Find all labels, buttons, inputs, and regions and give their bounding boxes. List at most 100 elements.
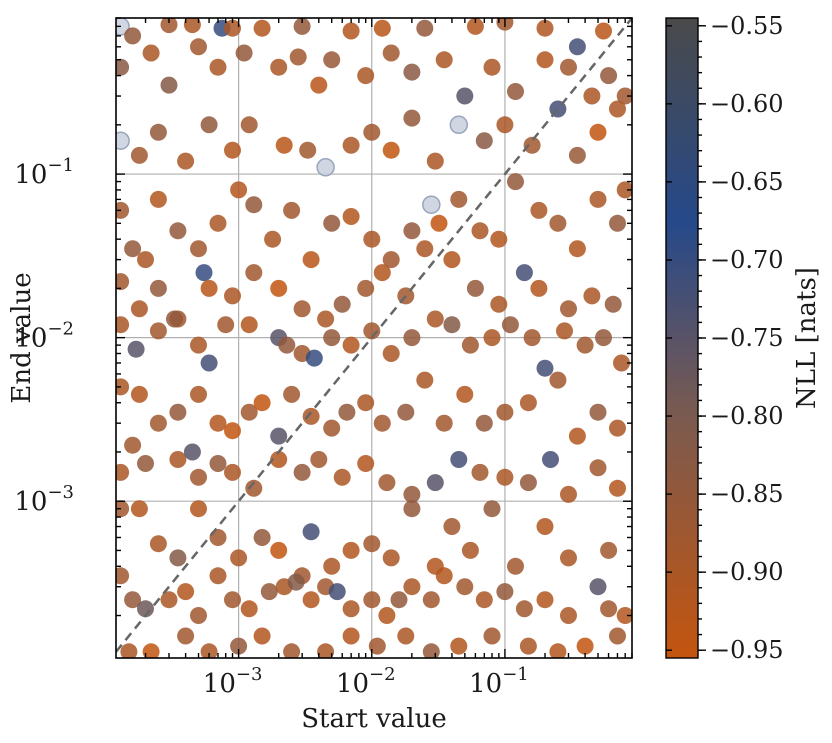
- scatter-point-43: [224, 141, 241, 159]
- scatter-point-127: [342, 336, 360, 354]
- scatter-point-48: [342, 136, 360, 154]
- scatter-point-27: [382, 44, 400, 62]
- scatter-point-244: [536, 591, 554, 609]
- scatter-point-248: [616, 607, 632, 624]
- scatter-point-176: [224, 463, 241, 481]
- colorbar-tick-label-6: −0.85: [710, 480, 784, 508]
- scatter-point-9: [373, 19, 391, 37]
- scatter-point-114: [116, 316, 130, 334]
- x-tick-label-2: 10−1: [469, 664, 529, 699]
- colorbar-ticks: −0.55 −0.60 −0.65 −0.70 −0.75 −0.80 −0.85 −0.90…: [666, 12, 784, 664]
- scatter-point-221: [160, 591, 178, 609]
- scatter-point-183: [378, 474, 396, 492]
- axis-ticks: [116, 17, 633, 658]
- scatter-point-145: [169, 403, 187, 421]
- scatter-point-11: [466, 18, 484, 35]
- scatter-point-265: [576, 637, 594, 655]
- scatter-point-98: [270, 279, 288, 297]
- scatter-point-83: [507, 173, 524, 191]
- scatter-point-225: [224, 591, 241, 609]
- scatter-point-52: [426, 152, 444, 170]
- scatter-point-82: [490, 230, 508, 248]
- scatter-point-75: [363, 230, 381, 248]
- scatter-point-119: [200, 354, 218, 372]
- scatter-point-34: [560, 58, 577, 76]
- scatter-point-256: [317, 643, 335, 658]
- y-tick-label-0: 10−3: [14, 482, 74, 517]
- scatter-point-115: [127, 340, 145, 358]
- scatter-point-190: [542, 451, 559, 468]
- scatter-point-247: [600, 600, 618, 618]
- scatter-point-88: [609, 214, 626, 232]
- scatter-point-236: [390, 591, 408, 609]
- scatter-point-201: [253, 529, 271, 546]
- scatter-point-133: [461, 336, 479, 354]
- scatter-point-129: [382, 345, 400, 362]
- scatter-point-187: [471, 463, 489, 481]
- scatter-point-251: [177, 627, 195, 645]
- scatter-point-77: [403, 222, 421, 240]
- scatter-point-74: [342, 208, 360, 225]
- scatter-point-191: [560, 485, 577, 503]
- scatter-point-252: [200, 643, 218, 658]
- scatter-point-8: [342, 22, 360, 40]
- scatter-point-7: [293, 18, 311, 35]
- scatter-point-1: [124, 27, 142, 45]
- scatter-point-20: [209, 58, 227, 76]
- scatter-point-63: [137, 251, 154, 269]
- scatter-point-117: [166, 310, 183, 328]
- scatter-point-86: [568, 240, 586, 258]
- scatter-point-199: [209, 529, 227, 546]
- x-axis-label: Start value: [301, 704, 447, 734]
- scatter-point-72: [302, 251, 320, 269]
- scatter-point-109: [515, 264, 533, 282]
- scatter-point-222: [177, 583, 195, 601]
- scatter-point-197: [169, 549, 187, 567]
- scatter-point-121: [240, 316, 258, 334]
- scatter-point-16: [116, 58, 130, 76]
- scatter-point-246: [589, 578, 607, 596]
- scatter-point-163: [496, 403, 514, 421]
- scatter-point-69: [245, 196, 263, 214]
- y-tick-label-2: 10−1: [14, 155, 74, 190]
- scatter-point-35: [583, 87, 601, 105]
- colorbar-tick-label-5: −0.80: [710, 402, 784, 430]
- scatter-point-131: [426, 310, 444, 328]
- scatter-point-55: [496, 116, 514, 134]
- scatter-point-44: [240, 116, 258, 134]
- scatter-point-32: [507, 83, 524, 100]
- scatter-point-159: [416, 371, 434, 389]
- scatter-point-40: [149, 123, 167, 141]
- scatter-point-213: [483, 500, 501, 518]
- scatter-point-243: [515, 600, 533, 618]
- scatter-point-90: [116, 273, 130, 291]
- scatter-point-255: [283, 643, 301, 658]
- scatter-point-198: [190, 500, 207, 518]
- scatter-point-73: [323, 214, 341, 232]
- scatter-point-15: [595, 22, 612, 40]
- scatter-point-181: [333, 468, 351, 486]
- scatter-point-126: [323, 329, 341, 347]
- scatter-point-54: [475, 132, 493, 150]
- scatter-point-185: [426, 474, 444, 492]
- scatter-point-106: [443, 251, 461, 269]
- scatter-point-92: [149, 279, 167, 297]
- scatter-point-193: [609, 479, 626, 497]
- scatter-point-6: [253, 19, 271, 37]
- scatter-point-151: [270, 427, 288, 445]
- scatter-point-195: [130, 500, 148, 518]
- scatter-point-206: [342, 541, 360, 559]
- scatter-point-219: [124, 591, 142, 609]
- scatter-point-99: [293, 300, 311, 318]
- scatter-point-39: [130, 146, 148, 164]
- scatter-point-209: [403, 500, 421, 518]
- scatter-point-64: [149, 190, 167, 208]
- scatter-point-143: [130, 385, 148, 403]
- scatter-point-141: [613, 354, 630, 372]
- scatter-point-42: [200, 116, 218, 134]
- scatter-point-24: [310, 76, 328, 94]
- scatter-point-220: [137, 600, 154, 618]
- scatter-point-56: [523, 136, 541, 154]
- scatter-point-253: [230, 637, 248, 655]
